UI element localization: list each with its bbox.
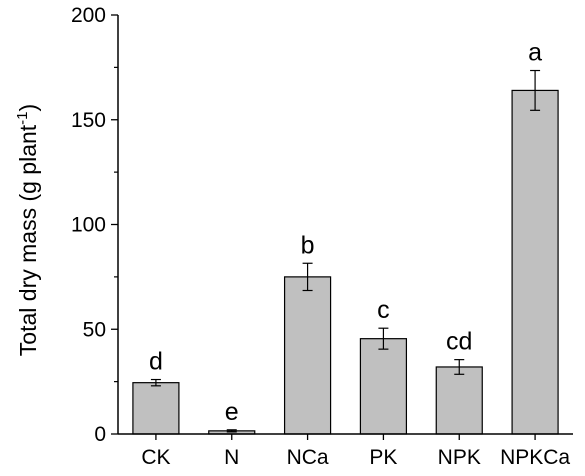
x-tick-label-npk: NPK xyxy=(438,446,481,469)
y-tick-label-0: 0 xyxy=(94,423,106,446)
y-tick-label-50: 50 xyxy=(83,318,106,341)
x-tick-label-pk: PK xyxy=(369,446,397,469)
significance-letters-group: d e b c cd a xyxy=(149,39,542,426)
bar-ck xyxy=(132,382,180,435)
error-bars-group xyxy=(150,69,541,433)
error-bar-npkca xyxy=(530,69,541,111)
significance-letter-pk: c xyxy=(377,296,390,324)
y-axis-title-superscript: -1 xyxy=(14,111,31,124)
y-tick-labels-group: 0 50 100 150 200 xyxy=(71,4,106,446)
bar-npkca xyxy=(511,89,559,435)
y-axis-title: Total dry mass (g plant-1) xyxy=(14,104,41,356)
error-bar-nca xyxy=(302,262,313,292)
error-bar-pk xyxy=(378,327,389,350)
x-tick-label-ck: CK xyxy=(141,446,170,469)
x-tick-label-n: N xyxy=(224,446,239,469)
x-tick-labels-group: CK N NCa PK NPK NPKCa xyxy=(141,446,570,469)
x-tick-label-npkca: NPKCa xyxy=(500,446,570,469)
y-tick-label-100: 100 xyxy=(71,214,106,237)
y-tick-label-150: 150 xyxy=(71,109,106,132)
x-tick-label-nca: NCa xyxy=(287,446,329,469)
bars-group xyxy=(132,89,559,435)
bar-npk xyxy=(435,366,483,435)
bar-pk xyxy=(359,338,408,435)
axes-group xyxy=(111,14,573,440)
significance-letter-npkca: a xyxy=(528,39,542,67)
error-bar-n xyxy=(226,429,237,433)
significance-letter-npk: cd xyxy=(446,328,472,356)
significance-letter-ck: d xyxy=(149,348,163,376)
y-axis-title-close: ) xyxy=(15,104,41,112)
error-bar-npk xyxy=(454,359,465,375)
y-tick-label-200: 200 xyxy=(71,4,106,27)
bar-nca xyxy=(283,276,332,435)
significance-letter-n: e xyxy=(225,398,239,426)
significance-letter-nca: b xyxy=(301,231,315,259)
error-bar-ck xyxy=(150,378,161,387)
y-axis-title-main: Total dry mass (g plant xyxy=(15,124,41,356)
